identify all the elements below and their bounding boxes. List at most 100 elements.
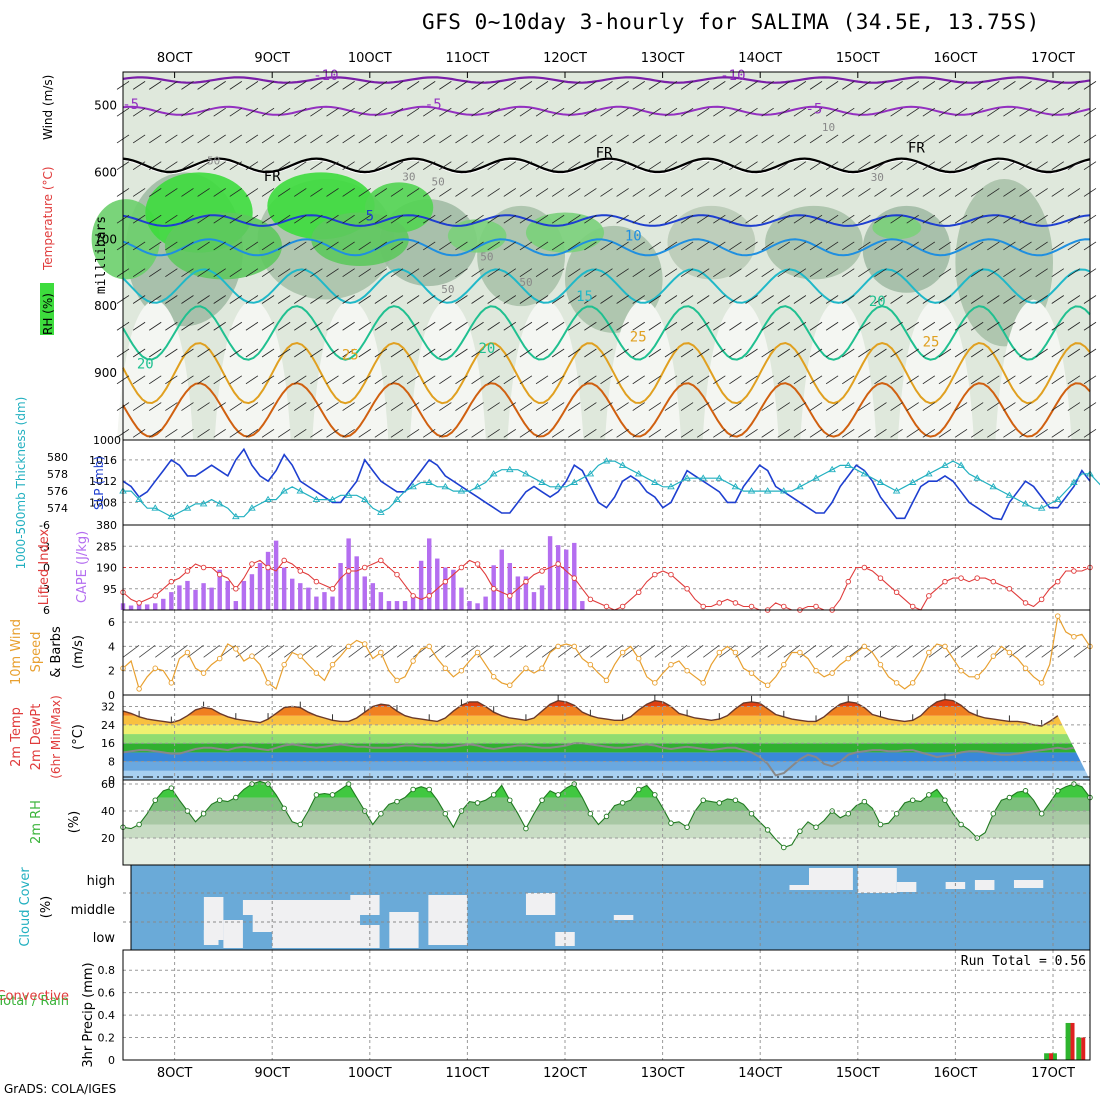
wind-barb bbox=[1051, 295, 1064, 304]
wind-barb bbox=[455, 241, 468, 251]
wind-barb bbox=[503, 107, 517, 117]
surface-wind-barb bbox=[155, 644, 172, 658]
wind-barb bbox=[1067, 402, 1081, 411]
cape-bar bbox=[451, 569, 456, 610]
surface-wind-barb bbox=[638, 644, 656, 658]
wind-barb bbox=[713, 241, 726, 251]
wind-barb bbox=[987, 268, 1000, 278]
wind-barb bbox=[938, 107, 952, 117]
wind-barb bbox=[390, 428, 404, 438]
freezing-level-inner bbox=[122, 159, 1091, 175]
wind-speed-line-marker bbox=[507, 682, 513, 689]
wind-barb bbox=[793, 161, 807, 171]
wind-barb bbox=[793, 241, 807, 251]
rh-line-marker bbox=[1038, 810, 1045, 817]
wind-barb bbox=[858, 402, 871, 411]
wind-barb bbox=[326, 375, 339, 385]
wind-tick-0: 0 bbox=[108, 689, 115, 702]
wind-barb bbox=[874, 241, 887, 251]
wind-barb bbox=[729, 428, 742, 438]
wind-barb bbox=[713, 188, 726, 197]
surface-wind-barb bbox=[380, 644, 398, 658]
lifted-index-line-marker bbox=[603, 603, 610, 610]
thickness-tick-578: 578 bbox=[47, 468, 68, 481]
surface-wind-barb bbox=[348, 644, 365, 658]
wind-barb bbox=[954, 321, 968, 331]
wind-barb bbox=[165, 81, 178, 90]
wind-barb bbox=[809, 241, 823, 251]
wind-barb bbox=[149, 214, 162, 224]
wind-barb bbox=[422, 402, 436, 411]
thickness-slp-frame bbox=[122, 439, 1091, 526]
wind-barb bbox=[1051, 348, 1064, 358]
cloud-label-middle: middle bbox=[71, 903, 115, 918]
wind-barb bbox=[761, 134, 774, 144]
thickness-series-line-marker bbox=[731, 482, 740, 490]
wind-barb bbox=[213, 295, 226, 304]
thickness-series-line-marker bbox=[328, 495, 337, 503]
rh-moist-8 bbox=[311, 212, 409, 267]
contour-label-0: -10 bbox=[313, 68, 338, 84]
lifted-index-line-marker bbox=[442, 578, 449, 585]
wind-barb bbox=[261, 348, 275, 358]
rh-line-marker bbox=[909, 797, 916, 803]
surface-wind-barb bbox=[928, 644, 946, 658]
wind-barb bbox=[954, 402, 968, 411]
lifted-index-line-marker bbox=[635, 589, 642, 596]
wind-barb bbox=[696, 268, 710, 278]
wind-barb bbox=[1003, 134, 1016, 144]
wind-barb bbox=[439, 134, 452, 144]
wind-barb bbox=[664, 214, 678, 224]
rh-line-marker bbox=[442, 810, 449, 817]
wind-barb bbox=[455, 402, 468, 411]
wind-barb bbox=[809, 402, 823, 411]
rh-line-marker bbox=[732, 797, 739, 803]
wind-barb bbox=[680, 268, 694, 278]
cape-bar bbox=[354, 556, 359, 610]
wind-barb bbox=[729, 134, 742, 144]
contour-label-2: -5 bbox=[122, 97, 139, 113]
wind-barb bbox=[197, 161, 210, 171]
surface-wind-barb bbox=[590, 644, 607, 658]
wind-barb bbox=[374, 161, 388, 171]
wind-barb bbox=[680, 402, 694, 411]
cape-bar bbox=[281, 567, 287, 610]
wind-barb bbox=[664, 107, 678, 117]
wind-barb bbox=[358, 241, 371, 251]
lifted-index-line-marker bbox=[861, 564, 868, 571]
cape-bar bbox=[144, 604, 150, 610]
wind-barb bbox=[551, 214, 565, 224]
temp-band-0 bbox=[123, 770, 1090, 780]
cape-bar bbox=[257, 563, 263, 610]
wind-barb bbox=[761, 375, 774, 385]
contour-label-3: -5 bbox=[425, 97, 442, 113]
wind-speed-line-marker bbox=[893, 680, 900, 686]
surface-wind-barb bbox=[525, 644, 543, 658]
lifted-index-line-marker bbox=[684, 586, 690, 592]
upper-air-ylabel: milllibars bbox=[94, 216, 109, 294]
wind-barb bbox=[390, 268, 404, 278]
cape-bar bbox=[209, 587, 214, 610]
wind-barb bbox=[1003, 161, 1016, 171]
cloud-ylabel-2: (%) bbox=[39, 896, 54, 919]
wind-barb bbox=[310, 161, 323, 171]
wind-barb bbox=[713, 402, 726, 411]
wind-barb bbox=[551, 295, 565, 304]
thickness-ylabel: 1000-500mb Thickness (dm) bbox=[14, 397, 28, 570]
wind-barb bbox=[858, 161, 871, 171]
lifted-index-line-marker bbox=[216, 571, 223, 578]
wind-barb bbox=[648, 134, 662, 144]
cape-bar bbox=[394, 601, 400, 610]
contour-label-9: 10 bbox=[625, 229, 642, 245]
wind-barb bbox=[390, 348, 404, 358]
date-label-top-13OCT: 13OCT bbox=[641, 51, 685, 66]
rh-tick-60: 60 bbox=[101, 778, 115, 791]
wind-barb bbox=[713, 161, 726, 171]
wind-barb bbox=[229, 241, 243, 251]
wind-barb bbox=[277, 428, 291, 438]
wind-barb bbox=[729, 188, 742, 197]
wind-barb bbox=[342, 134, 355, 144]
wind-barb bbox=[455, 348, 468, 358]
thickness-series-line-marker bbox=[844, 461, 853, 468]
